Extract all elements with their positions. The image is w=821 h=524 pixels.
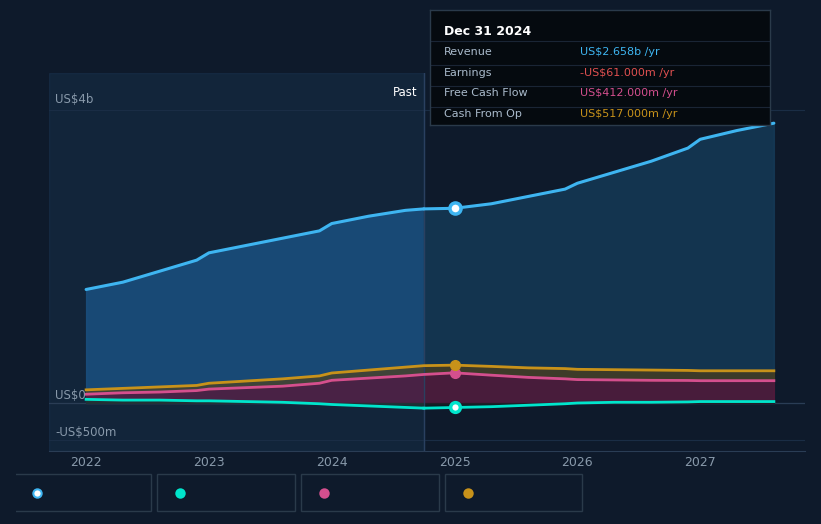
Text: US$517.000m /yr: US$517.000m /yr — [580, 109, 677, 119]
Text: Revenue: Revenue — [54, 486, 105, 499]
Text: US$0: US$0 — [55, 389, 86, 401]
Text: US$2.658b /yr: US$2.658b /yr — [580, 47, 659, 57]
Text: Past: Past — [393, 86, 418, 99]
Bar — [49, 73, 424, 451]
Text: -US$500m: -US$500m — [55, 426, 117, 439]
Text: US$412.000m /yr: US$412.000m /yr — [580, 88, 677, 98]
Text: US$4b: US$4b — [55, 93, 94, 106]
Text: Free Cash Flow: Free Cash Flow — [443, 88, 527, 98]
FancyBboxPatch shape — [301, 474, 439, 511]
Text: Analysts Forecasts: Analysts Forecasts — [430, 86, 540, 99]
Text: Earnings: Earnings — [198, 486, 249, 499]
Text: Earnings: Earnings — [443, 68, 492, 78]
Text: Cash From Op: Cash From Op — [443, 109, 521, 119]
FancyBboxPatch shape — [13, 474, 151, 511]
Text: Cash From Op: Cash From Op — [484, 486, 567, 499]
Text: -US$61.000m /yr: -US$61.000m /yr — [580, 68, 674, 78]
FancyBboxPatch shape — [157, 474, 296, 511]
Text: Free Cash Flow: Free Cash Flow — [342, 486, 429, 499]
Text: Revenue: Revenue — [443, 47, 493, 57]
Text: Dec 31 2024: Dec 31 2024 — [443, 25, 531, 38]
FancyBboxPatch shape — [445, 474, 583, 511]
